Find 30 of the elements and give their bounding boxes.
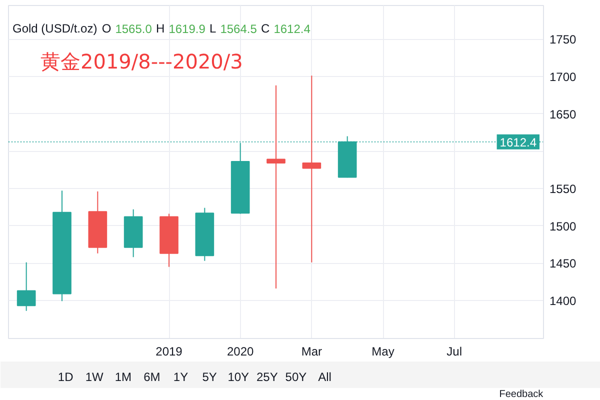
ref-line-label: 1612.4 <box>500 135 537 150</box>
text: 1W <box>85 370 104 384</box>
text: 黄金2019/8---2020/3 <box>40 50 243 74</box>
y-tick-label: 1450 <box>550 256 577 271</box>
annotation: O 1565.0 H 1619.9 L 1564.5 C 1612.4 <box>102 22 311 36</box>
text: 10Y <box>228 370 250 384</box>
text: 6M <box>144 370 160 384</box>
text: All <box>318 370 332 384</box>
text: Gold (USD/t.oz) <box>12 22 98 36</box>
text: 1D <box>58 370 74 384</box>
text: Feedback <box>499 389 544 400</box>
x-tick-label: 2020 <box>226 344 254 358</box>
y-tick-label: 1550 <box>550 182 577 196</box>
y-tick-label: 1650 <box>550 107 577 122</box>
x-tick-label: May <box>372 344 394 358</box>
x-tick-label: Jul <box>446 344 462 358</box>
text: 25Y <box>256 370 278 384</box>
y-tick-label: 1500 <box>550 219 577 234</box>
candlestick <box>302 75 322 263</box>
text: 50Y <box>285 370 307 384</box>
x-tick-label: Mar <box>301 344 322 358</box>
text: 1M <box>114 370 132 384</box>
x-tick-label: 2019 <box>156 344 183 358</box>
candlestick <box>16 262 36 312</box>
candlestick <box>266 84 286 289</box>
y-tick-label: 1700 <box>550 70 577 84</box>
y-tick-label: 1400 <box>550 294 577 308</box>
y-tick-label: 1750 <box>550 32 577 47</box>
text: 5Y <box>202 370 217 384</box>
text: 1Y <box>173 370 188 384</box>
